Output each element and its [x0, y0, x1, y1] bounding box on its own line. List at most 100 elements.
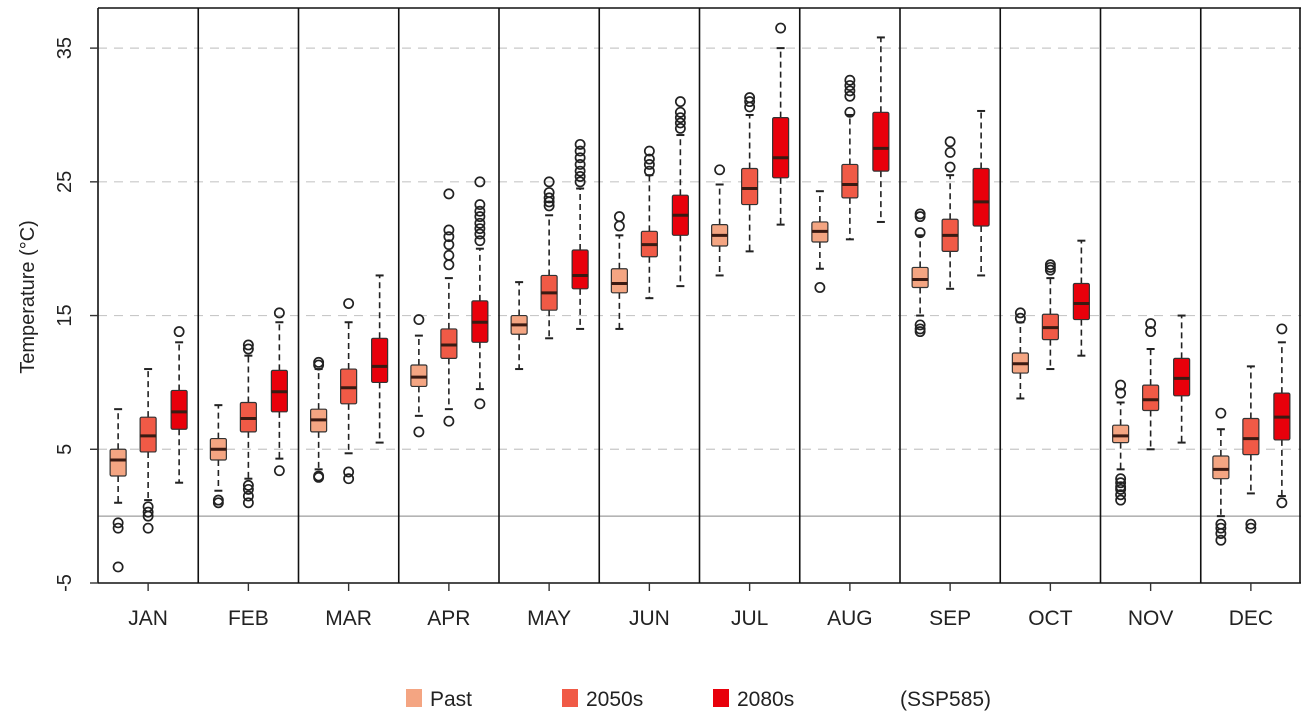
- legend-swatch: [713, 689, 729, 707]
- outlier-point: [1145, 326, 1157, 338]
- boxplot-2050s-nov: [1142, 318, 1160, 451]
- outlier-point: [1276, 497, 1288, 509]
- iqr-box: [972, 167, 990, 227]
- outlier-point: [674, 112, 686, 124]
- y-tick-label: 5: [54, 444, 76, 455]
- outlier-point: [443, 224, 455, 236]
- legend: Past 2050s 2080s (SSP585): [406, 688, 991, 711]
- boxplot-past-jan: [109, 408, 127, 573]
- outlier-point: [543, 176, 555, 188]
- outlier-point: [574, 152, 586, 164]
- outlier-point: [112, 517, 124, 529]
- boxplot-2050s-apr: [440, 188, 458, 427]
- outlier-point: [613, 220, 625, 232]
- boxplot-2050s-mar: [340, 298, 358, 485]
- boxplot-2050s-jun: [640, 145, 658, 300]
- boxplot-2080s-jan: [170, 326, 188, 484]
- outlier-point: [543, 192, 555, 204]
- iqr-box: [1112, 424, 1130, 444]
- iqr-box: [1072, 282, 1090, 321]
- boxplot-2080s-feb: [270, 307, 288, 477]
- outlier-point: [443, 259, 455, 271]
- month-label: FEB: [228, 607, 269, 630]
- outlier-point: [543, 200, 555, 212]
- outlier-point: [844, 74, 856, 86]
- outlier-point: [474, 235, 486, 247]
- boxplot-2080s-apr: [471, 176, 489, 410]
- outlier-point: [1115, 477, 1127, 489]
- scenario-annotation: (SSP585): [900, 688, 991, 711]
- legend-swatch: [406, 689, 422, 707]
- boxplot-2080s-jun: [671, 96, 689, 288]
- month-label: SEP: [929, 607, 971, 630]
- boxplot-2050s-feb: [239, 339, 257, 509]
- iqr-box: [772, 117, 790, 179]
- outlier-point: [242, 479, 254, 491]
- boxplot-past-mar: [310, 356, 328, 483]
- outlier-point: [142, 506, 154, 518]
- outlier-point: [1215, 528, 1227, 539]
- outlier-point: [112, 522, 124, 534]
- outlier-point: [1215, 407, 1227, 419]
- outlier-point: [1115, 379, 1127, 391]
- outlier-point: [714, 164, 726, 176]
- y-tick-label: 25: [54, 171, 76, 193]
- outlier-point: [944, 136, 956, 148]
- outlier-point: [443, 415, 455, 427]
- legend-label: 2050s: [586, 688, 643, 711]
- outlier-point: [643, 145, 655, 157]
- outlier-point: [1044, 264, 1056, 276]
- outlier-point: [643, 165, 655, 177]
- outlier-point: [674, 106, 686, 118]
- outlier-point: [1245, 522, 1257, 534]
- iqr-box: [571, 249, 589, 290]
- boxplot-past-feb: [209, 404, 227, 509]
- boxplot-past-sep: [911, 208, 929, 338]
- boxplot-2080s-sep: [972, 109, 990, 277]
- iqr-box: [872, 111, 890, 172]
- outlier-point: [474, 176, 486, 188]
- legend-label: 2080s: [737, 688, 794, 711]
- outlier-point: [343, 473, 355, 485]
- legend-label: Past: [430, 688, 472, 711]
- outlier-point: [643, 159, 655, 170]
- outlier-point: [1014, 307, 1026, 319]
- outlier-point: [1215, 534, 1227, 546]
- boxplot-2080s-may: [571, 138, 589, 330]
- outlier-point: [443, 188, 455, 200]
- month-label: MAR: [325, 607, 372, 630]
- outlier-point: [142, 510, 154, 522]
- legend-item-past: Past: [406, 688, 472, 711]
- iqr-box: [911, 266, 929, 289]
- legend-item-2050s: 2050s: [562, 688, 643, 711]
- outlier-point: [112, 561, 124, 573]
- iqr-box: [109, 448, 127, 477]
- outlier-point: [1115, 387, 1127, 399]
- outlier-point: [242, 490, 254, 502]
- outlier-point: [944, 146, 956, 158]
- boxplot-2050s-jul: [741, 92, 759, 253]
- boxplot-2080s-mar: [371, 274, 389, 444]
- outlier-point: [643, 153, 655, 165]
- outlier-point: [744, 101, 756, 113]
- outlier-point: [242, 483, 254, 495]
- month-label: AUG: [827, 607, 873, 630]
- outlier-point: [1145, 318, 1157, 330]
- month-labels: JAN FEB MAR APR MAY JUN JUL AUG SEP OCT NOV DEC: [128, 583, 1273, 630]
- outlier-point: [944, 161, 956, 173]
- boxplot-2080s-oct: [1072, 239, 1090, 357]
- iqr-box: [371, 337, 389, 384]
- outlier-point: [1014, 312, 1026, 324]
- outlier-point: [474, 228, 486, 240]
- month-label: DEC: [1229, 607, 1273, 630]
- outlier-point: [343, 298, 355, 309]
- iqr-box: [1212, 455, 1230, 480]
- outlier-point: [814, 282, 826, 293]
- y-tick-label: 35: [54, 37, 76, 59]
- boxplot-2080s-jul: [772, 22, 790, 226]
- outlier-point: [474, 398, 486, 410]
- outlier-point: [574, 145, 586, 157]
- outlier-point: [613, 211, 625, 223]
